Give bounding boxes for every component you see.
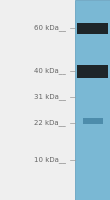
Text: 60 kDa__: 60 kDa__	[34, 25, 66, 31]
Bar	[77, 64, 108, 77]
Bar	[83, 118, 103, 124]
Bar	[77, 22, 108, 33]
Bar	[75, 0, 110, 200]
Text: 10 kDa__: 10 kDa__	[34, 157, 66, 163]
Text: 31 kDa__: 31 kDa__	[34, 94, 66, 100]
Text: 22 kDa__: 22 kDa__	[34, 120, 66, 126]
Text: 40 kDa__: 40 kDa__	[34, 68, 66, 74]
